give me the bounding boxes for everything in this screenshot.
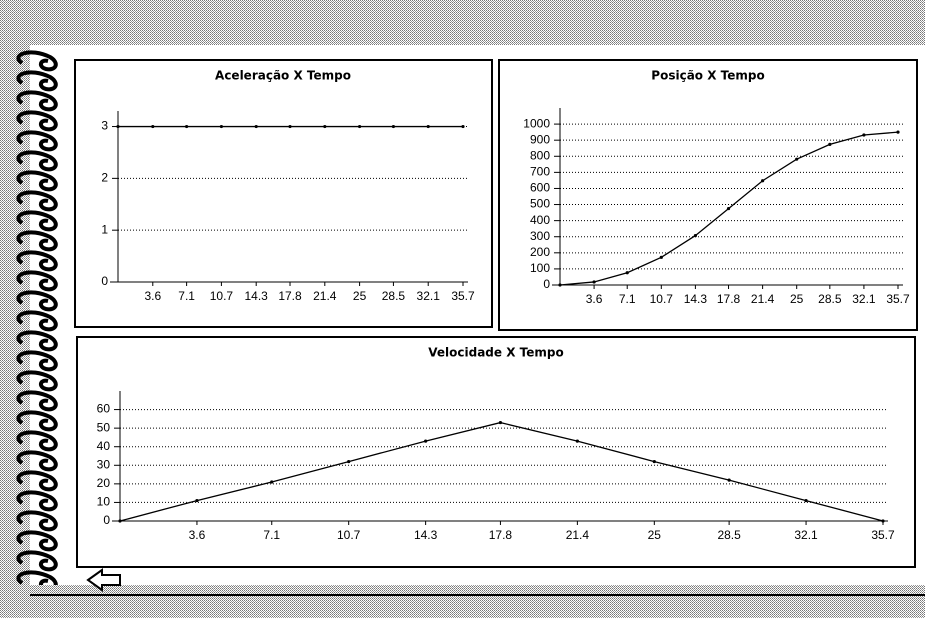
data-point — [288, 125, 291, 128]
x-tick-label: 35.7 — [886, 292, 910, 306]
x-tick-label: 17.8 — [489, 528, 513, 542]
y-tick-label: 600 — [530, 181, 550, 195]
data-point — [804, 499, 807, 502]
data-point — [392, 125, 395, 128]
x-tick-label: 35.7 — [871, 528, 895, 542]
y-tick-label: 1 — [101, 222, 108, 236]
page: Aceleração X Tempo 0 1 2 3 3.6 7.1 10.7 14.3 17.8… — [0, 0, 925, 623]
y-tick-label: 700 — [530, 165, 550, 179]
x-tick-label: 17.8 — [278, 289, 302, 303]
x-tick-label: 25 — [790, 292, 804, 306]
data-point — [558, 283, 561, 286]
y-tick-label: 200 — [530, 245, 550, 259]
x-tick-label: 25 — [353, 289, 367, 303]
x-tick-label: 14.3 — [245, 289, 269, 303]
x-tick-label: 10.7 — [210, 289, 234, 303]
x-tick-label: 25 — [648, 528, 662, 542]
y-tick-label: 0 — [101, 274, 108, 288]
data-point — [118, 519, 121, 522]
data-point — [828, 143, 831, 146]
y-tick-label: 3 — [101, 119, 108, 133]
x-tick-label: 32.1 — [794, 528, 818, 542]
y-tick-label: 500 — [530, 197, 550, 211]
x-tick-label: 28.5 — [717, 528, 741, 542]
y-tick-label: 400 — [530, 213, 550, 227]
y-tick-label: 60 — [97, 402, 111, 416]
data-point — [195, 499, 198, 502]
x-tick-label: 10.7 — [337, 528, 361, 542]
x-tick-label: 21.4 — [566, 528, 590, 542]
data-point — [424, 440, 427, 443]
data-point — [151, 125, 154, 128]
x-tick-label: 21.4 — [313, 289, 337, 303]
data-point — [728, 479, 731, 482]
data-point — [761, 179, 764, 182]
x-tick-label: 21.4 — [751, 292, 775, 306]
screen: Aceleração X Tempo 0 1 2 3 3.6 7.1 10.7 14.3 17.8… — [0, 0, 925, 618]
footer-bar — [30, 585, 925, 618]
y-tick-label: 900 — [530, 132, 550, 146]
data-point — [896, 131, 899, 134]
x-tick-label: 7.1 — [619, 292, 636, 306]
data-point — [347, 460, 350, 463]
x-tick-label: 3.6 — [144, 289, 161, 303]
data-point — [116, 125, 119, 128]
data-point — [727, 207, 730, 210]
panel — [75, 60, 492, 327]
data-point — [499, 421, 502, 424]
y-tick-label: 50 — [97, 420, 111, 434]
y-tick-label: 1000 — [523, 116, 550, 130]
y-tick-label: 100 — [530, 261, 550, 275]
x-tick-label: 14.3 — [684, 292, 708, 306]
data-point — [660, 256, 663, 259]
y-tick-label: 20 — [97, 476, 111, 490]
chart-title: Velocidade X Tempo — [428, 346, 563, 360]
panel — [499, 60, 917, 330]
x-tick-label: 14.3 — [414, 528, 438, 542]
y-tick-label: 0 — [103, 513, 110, 527]
data-point — [185, 125, 188, 128]
x-tick-label: 28.5 — [818, 292, 842, 306]
data-point — [270, 480, 273, 483]
x-tick-label: 32.1 — [417, 289, 441, 303]
x-tick-label: 10.7 — [650, 292, 674, 306]
x-tick-label: 28.5 — [382, 289, 406, 303]
x-tick-label: 35.7 — [451, 289, 475, 303]
y-tick-label: 40 — [97, 439, 111, 453]
data-point — [862, 133, 865, 136]
x-tick-label: 3.6 — [189, 528, 206, 542]
x-tick-label: 17.8 — [717, 292, 741, 306]
data-point — [220, 125, 223, 128]
data-point — [694, 234, 697, 237]
chart-title: Aceleração X Tempo — [215, 69, 351, 83]
y-tick-label: 30 — [97, 457, 111, 471]
data-point — [626, 271, 629, 274]
chart-title: Posição X Tempo — [651, 69, 764, 83]
data-point — [358, 125, 361, 128]
data-point — [427, 125, 430, 128]
data-point — [576, 440, 579, 443]
x-tick-label: 3.6 — [586, 292, 603, 306]
data-point — [323, 125, 326, 128]
y-tick-label: 800 — [530, 148, 550, 162]
y-tick-label: 300 — [530, 229, 550, 243]
x-tick-label: 7.1 — [178, 289, 195, 303]
y-tick-label: 10 — [97, 495, 111, 509]
data-point — [653, 460, 656, 463]
data-point — [795, 158, 798, 161]
y-tick-label: 2 — [101, 171, 108, 185]
y-tick-label: 0 — [543, 277, 550, 291]
data-point — [881, 519, 884, 522]
x-tick-label: 32.1 — [852, 292, 876, 306]
data-point — [461, 125, 464, 128]
data-point — [592, 280, 595, 283]
x-tick-label: 7.1 — [263, 528, 280, 542]
data-point — [255, 125, 258, 128]
